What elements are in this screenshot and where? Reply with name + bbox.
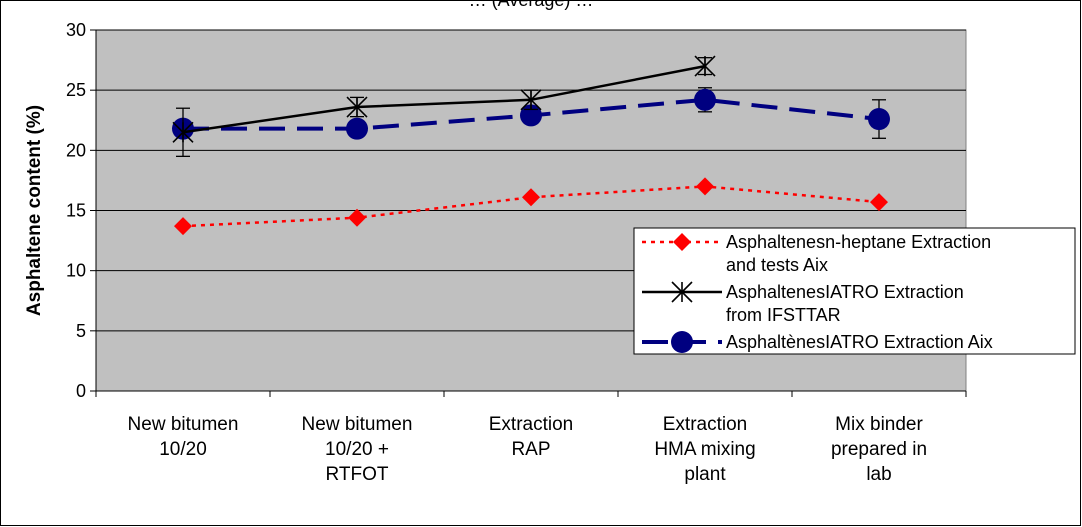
- legend-entry: AsphaltènesIATRO Extraction Aix: [642, 331, 993, 353]
- y-tick-label: 0: [76, 381, 86, 401]
- data-point: [694, 55, 716, 77]
- legend-label: AsphaltènesIATRO Extraction Aix: [726, 332, 993, 352]
- y-tick-label: 20: [66, 140, 86, 160]
- series-line: [182, 64, 706, 134]
- series-1: [172, 55, 716, 158]
- data-point: [346, 117, 368, 140]
- data-point: [174, 217, 192, 236]
- series-layer: [172, 55, 890, 236]
- data-point: [348, 208, 366, 227]
- y-axis-label: Asphaltene content (%): [24, 105, 45, 316]
- chart-title: … (Average) …: [469, 0, 594, 10]
- x-tick-label: Mix binder prepared in lab: [831, 414, 927, 485]
- data-point: [522, 188, 540, 207]
- data-point: [671, 331, 693, 353]
- data-point: [870, 193, 888, 212]
- legend-label: AsphaltenesIATRO Extraction from IFSTTAR: [726, 282, 964, 325]
- y-tick-labels: 0 5 10 15 20 25 30: [66, 20, 96, 401]
- data-point: [671, 281, 693, 303]
- y-tick-label: 5: [76, 321, 86, 341]
- x-tick-label: Extraction HMA mixing plant: [654, 414, 755, 485]
- data-point: [868, 108, 890, 131]
- y-tick-label: 10: [66, 261, 86, 281]
- x-tick-labels: New bitumen 10/20 New bitumen 10/20 + RTFOT E…: [128, 414, 928, 485]
- legend-label: Asphaltenesn-heptane Extraction and tests…: [726, 232, 991, 275]
- data-point: [696, 177, 714, 196]
- y-tick-label: 25: [66, 80, 86, 100]
- y-tick-label: 15: [66, 201, 86, 221]
- legend-entry: Asphaltenesn-heptane Extraction and tests…: [642, 232, 991, 275]
- data-point: [694, 88, 716, 111]
- x-tick-label: Extraction RAP: [489, 414, 573, 460]
- x-tick-label: New bitumen 10/20: [128, 414, 239, 460]
- x-tick-label: New bitumen 10/20 + RTFOT: [302, 414, 413, 485]
- data-point: [673, 233, 691, 251]
- data-point: [520, 89, 542, 111]
- legend-entry: AsphaltenesIATRO Extraction from IFSTTAR: [642, 281, 964, 325]
- y-tick-label: 30: [66, 20, 86, 40]
- data-point: [172, 121, 194, 143]
- data-point: [346, 96, 368, 118]
- series-0: [174, 177, 888, 236]
- legend: Asphaltenesn-heptane Extraction and tests…: [633, 227, 1076, 355]
